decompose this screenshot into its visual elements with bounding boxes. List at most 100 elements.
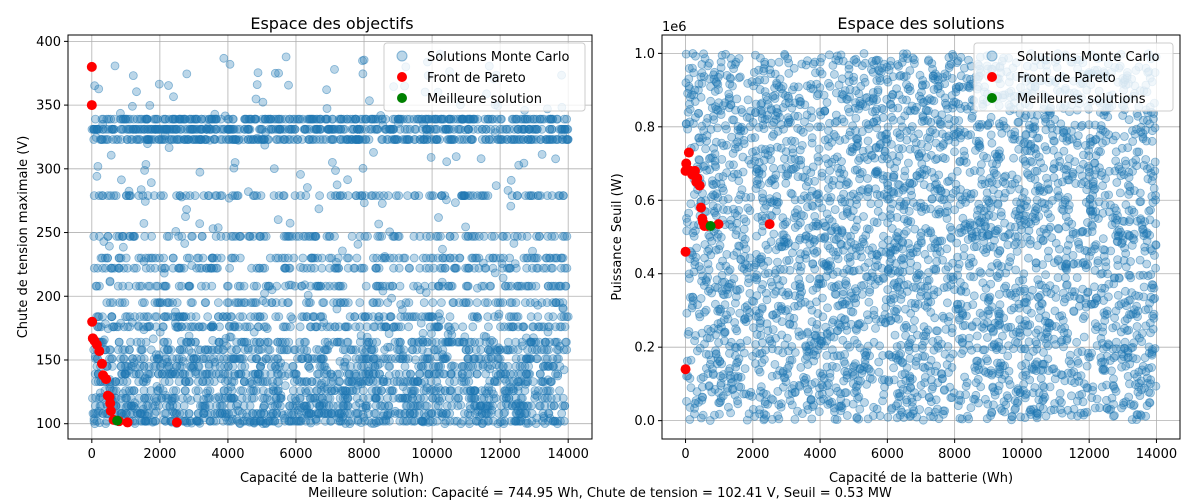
monte-carlo-point <box>385 361 395 371</box>
monte-carlo-point <box>112 322 121 332</box>
monte-carlo-point <box>150 298 160 308</box>
monte-carlo-point <box>160 281 170 291</box>
monte-carlo-point <box>493 419 503 429</box>
monte-carlo-point <box>209 416 219 426</box>
monte-carlo-point <box>377 231 387 241</box>
monte-carlo-point <box>511 354 521 364</box>
monte-carlo-point <box>406 377 416 387</box>
monte-carlo-point <box>511 337 521 347</box>
monte-carlo-point <box>380 253 389 263</box>
monte-carlo-point <box>109 191 119 201</box>
monte-carlo-point <box>240 361 250 371</box>
monte-carlo-point <box>185 281 195 291</box>
monte-carlo-point <box>409 231 419 241</box>
monte-carlo-point <box>514 160 524 170</box>
monte-carlo-point <box>300 124 310 134</box>
monte-carlo-point <box>401 369 411 379</box>
monte-carlo-point <box>316 354 326 364</box>
monte-carlo-point <box>201 298 211 308</box>
monte-carlo-point <box>289 377 299 387</box>
monte-carlo-point <box>175 191 185 201</box>
monte-carlo-point <box>124 186 134 196</box>
monte-carlo-point <box>159 124 169 134</box>
monte-carlo-point <box>517 231 527 241</box>
monte-carlo-point <box>118 231 128 241</box>
monte-carlo-point <box>305 322 315 332</box>
monte-carlo-point <box>562 263 572 273</box>
monte-carlo-point <box>139 218 149 228</box>
monte-carlo-point <box>236 298 246 308</box>
monte-carlo-point <box>336 281 345 291</box>
monte-carlo-point <box>268 377 278 387</box>
monte-carlo-point <box>150 409 160 418</box>
monte-carlo-point <box>420 401 430 411</box>
monte-carlo-point <box>434 361 444 371</box>
monte-carlo-point <box>357 263 367 273</box>
monte-carlo-point <box>339 114 349 124</box>
monte-carlo-point <box>184 409 194 418</box>
monte-carlo-point <box>204 361 214 371</box>
monte-carlo-point <box>450 322 460 332</box>
monte-carlo-point <box>338 401 348 411</box>
monte-carlo-point <box>509 386 519 396</box>
monte-carlo-point <box>294 231 304 241</box>
monte-carlo-point <box>410 124 420 134</box>
monte-carlo-point <box>193 409 203 418</box>
monte-carlo-point <box>439 354 448 364</box>
monte-carlo-point <box>538 393 547 403</box>
monte-carlo-point <box>394 191 404 201</box>
monte-carlo-point <box>278 135 288 144</box>
y-tick-label: 350 <box>36 99 61 114</box>
monte-carlo-point <box>410 401 420 411</box>
monte-carlo-point <box>427 191 437 201</box>
monte-carlo-point <box>186 395 196 405</box>
monte-carlo-point <box>185 124 195 134</box>
monte-carlo-point <box>181 377 191 387</box>
monte-carlo-point <box>92 124 102 134</box>
monte-carlo-point <box>743 95 753 105</box>
x-tick-label: 10000 <box>411 447 452 462</box>
monte-carlo-point <box>218 337 228 347</box>
monte-carlo-point <box>326 369 336 379</box>
monte-carlo-point <box>288 386 298 396</box>
monte-carlo-point <box>491 298 501 308</box>
monte-carlo-point <box>489 394 499 404</box>
monte-carlo-point <box>340 322 350 332</box>
monte-carlo-point <box>320 386 330 396</box>
monte-carlo-point <box>521 298 530 308</box>
monte-carlo-point <box>450 198 460 208</box>
monte-carlo-point <box>345 419 355 429</box>
monte-carlo-point <box>215 393 224 403</box>
monte-carlo-point <box>418 253 428 263</box>
monte-carlo-point <box>131 263 141 273</box>
monte-carlo-point <box>559 114 569 124</box>
monte-carlo-point <box>510 416 519 426</box>
monte-carlo-point <box>378 377 388 387</box>
monte-carlo-point <box>94 191 104 201</box>
monte-carlo-point <box>120 298 130 308</box>
monte-carlo-point <box>1053 186 1063 196</box>
monte-carlo-point <box>446 135 456 144</box>
monte-carlo-point <box>207 253 217 263</box>
monte-carlo-point <box>103 231 113 241</box>
monte-carlo-point <box>145 101 155 110</box>
monte-carlo-point <box>558 393 568 403</box>
monte-carlo-point <box>519 253 529 263</box>
monte-carlo-point <box>943 298 952 308</box>
monte-carlo-point <box>545 322 554 332</box>
monte-carlo-point <box>366 374 376 384</box>
monte-carlo-point <box>549 401 559 411</box>
monte-carlo-point <box>181 337 191 347</box>
monte-carlo-point <box>367 386 377 396</box>
monte-carlo-point <box>517 281 526 291</box>
monte-carlo-point <box>198 253 208 263</box>
monte-carlo-point <box>141 159 151 169</box>
monte-carlo-point <box>94 84 104 94</box>
monte-carlo-point <box>480 298 490 308</box>
monte-carlo-point <box>343 175 353 185</box>
y-axis-label: Chute de tension maximale (V) <box>16 136 31 339</box>
monte-carlo-point <box>438 253 448 263</box>
monte-carlo-point <box>163 345 173 355</box>
monte-carlo-point <box>267 285 277 295</box>
monte-carlo-point <box>366 191 376 201</box>
